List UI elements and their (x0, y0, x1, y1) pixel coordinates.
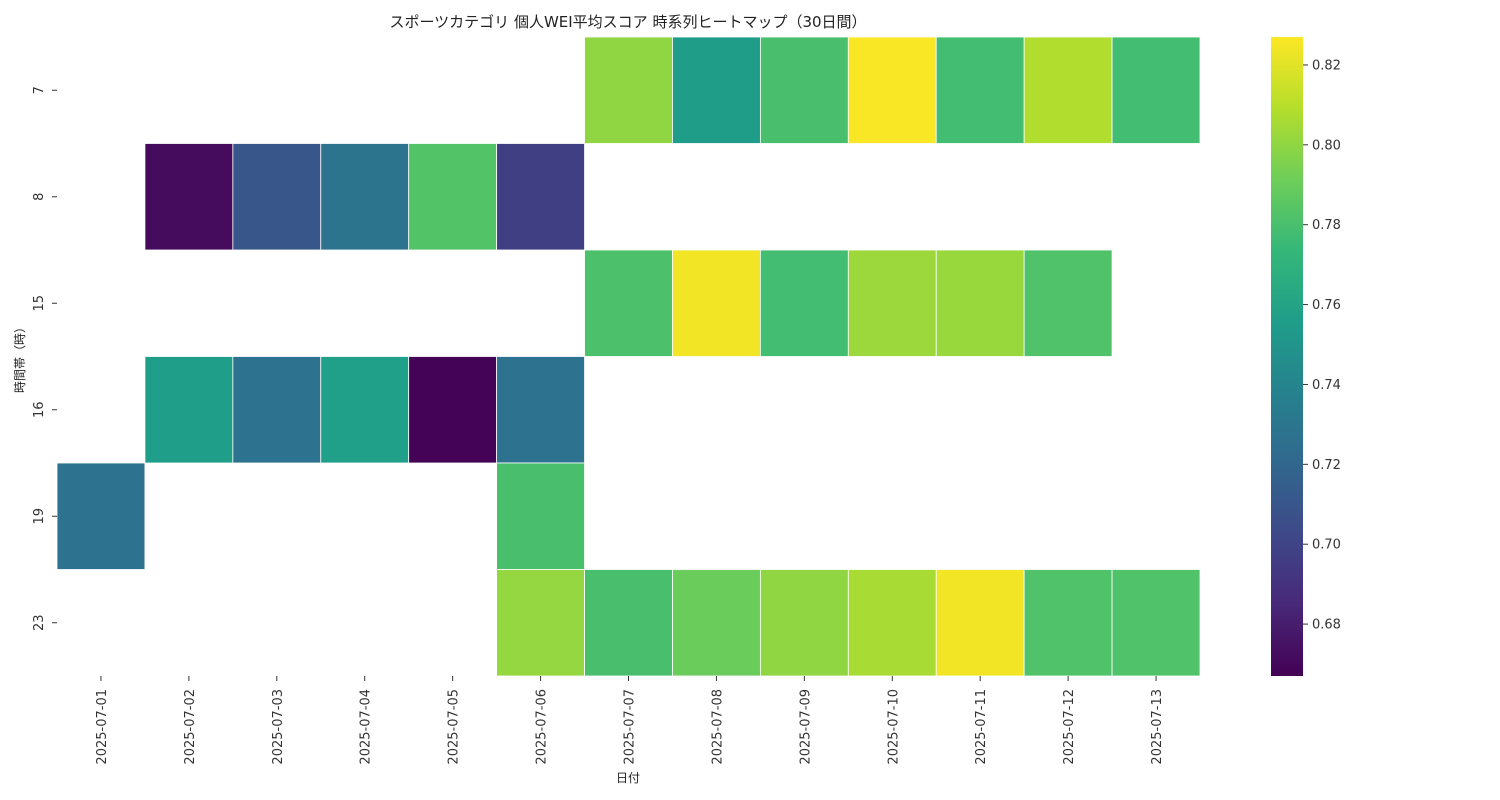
heatmap-cell (1023, 249, 1113, 357)
heatmap-cell (584, 36, 673, 144)
heatmap-cell (672, 569, 761, 677)
heatmap-cell (759, 569, 849, 677)
x-tick-label: 2025-07-11 (974, 689, 989, 765)
heatmap-cell (847, 249, 937, 357)
heatmap-cell (1023, 569, 1113, 677)
colorbar-tick-label: 0.78 (1312, 218, 1341, 233)
x-tick-label: 2025-07-03 (271, 689, 286, 765)
colorbar: 0.68 0.70 0.72 0.74 0.76 0.78 0.80 0.82 (1271, 37, 1341, 676)
heatmap-cell (144, 356, 234, 464)
heatmap-cell (320, 143, 410, 251)
heatmap-cell (672, 36, 761, 144)
x-axis-label: 日付 (616, 771, 640, 785)
x-tick-label: 2025-07-04 (359, 689, 374, 765)
colorbar-tick-label: 0.80 (1312, 138, 1341, 153)
heatmap-cell (935, 249, 1025, 357)
heatmap-cell (847, 569, 937, 677)
heatmap-cell (408, 356, 498, 464)
y-tick-label: 16 (32, 401, 47, 418)
colorbar-tick-label: 0.70 (1312, 538, 1341, 553)
heatmap-cell (496, 143, 585, 251)
y-tick-label: 19 (32, 508, 47, 525)
x-tick-label: 2025-07-10 (886, 689, 901, 765)
heatmap-cell (847, 36, 937, 144)
y-axis-label: 時間帯（時） (13, 321, 27, 393)
heatmap-cell (1111, 36, 1201, 144)
colorbar-tick-label: 0.74 (1312, 378, 1341, 393)
heatmap-cell (408, 143, 498, 251)
heatmap-cell (935, 569, 1025, 677)
heatmap-cell (584, 569, 673, 677)
heatmap-cell (232, 143, 322, 251)
heatmap-cell (935, 36, 1025, 144)
x-tick-label: 2025-07-13 (1150, 689, 1165, 765)
heatmap-cell (56, 462, 146, 570)
y-tick-label: 8 (32, 193, 47, 201)
colorbar-tick-label: 0.76 (1312, 298, 1341, 313)
y-tick-label: 15 (32, 295, 47, 312)
heatmap-cell (672, 249, 761, 357)
heatmap-cell (759, 249, 849, 357)
heatmap-cell (1111, 569, 1201, 677)
heatmap-cell (496, 462, 585, 570)
y-tick-label: 23 (32, 614, 47, 631)
heatmap-cell (496, 569, 585, 677)
heatmap-cell (144, 143, 234, 251)
heatmap-cell (232, 356, 322, 464)
colorbar-tick-label: 0.68 (1312, 618, 1341, 633)
heatmap-cell (496, 356, 585, 464)
x-tick-label: 2025-07-07 (623, 689, 638, 765)
x-tick-label: 2025-07-06 (535, 689, 550, 765)
x-tick-label: 2025-07-01 (95, 689, 110, 765)
heatmap-cell (1023, 36, 1113, 144)
y-axis: 7 8 15 16 19 23 (32, 86, 57, 631)
x-tick-label: 2025-07-02 (183, 689, 198, 765)
heatmap-cell (320, 356, 410, 464)
x-tick-label: 2025-07-09 (798, 689, 813, 765)
heatmap-cell (584, 249, 673, 357)
y-tick-label: 7 (32, 86, 47, 94)
x-axis: 2025-07-01 2025-07-02 2025-07-03 2025-07-04… (95, 676, 1165, 765)
heatmap-cell (759, 36, 849, 144)
x-tick-label: 2025-07-08 (710, 689, 725, 765)
x-tick-label: 2025-07-12 (1062, 689, 1077, 765)
colorbar-tick-label: 0.72 (1312, 458, 1341, 473)
heatmap-cells (56, 36, 1201, 677)
chart-title: スポーツカテゴリ 個人WEI平均スコア 時系列ヒートマップ（30日間） (389, 13, 866, 31)
colorbar-gradient (1271, 37, 1303, 676)
x-tick-label: 2025-07-05 (447, 689, 462, 765)
colorbar-tick-label: 0.82 (1312, 58, 1341, 73)
